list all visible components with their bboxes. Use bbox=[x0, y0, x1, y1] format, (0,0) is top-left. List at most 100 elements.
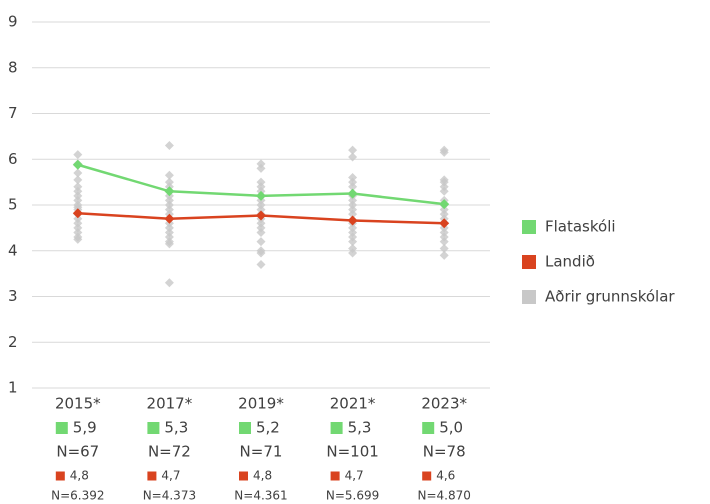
y-tick-label: 7 bbox=[8, 104, 18, 122]
scatter-point bbox=[348, 173, 358, 183]
x-tick-label: 2017* bbox=[147, 395, 193, 413]
value-swatch bbox=[422, 471, 432, 481]
y-tick-label: 1 bbox=[8, 379, 18, 397]
scatter-point bbox=[348, 145, 358, 155]
scatter-point bbox=[164, 227, 174, 237]
line-point bbox=[439, 199, 450, 210]
scatter-point bbox=[73, 168, 83, 178]
scatter-point bbox=[439, 243, 449, 253]
scatter-point bbox=[256, 177, 266, 187]
n-label: N=6.392 bbox=[51, 489, 104, 503]
legend-label: Aðrir grunnskólar bbox=[545, 288, 675, 306]
value-label: 4,8 bbox=[253, 469, 272, 483]
line-point bbox=[347, 215, 358, 226]
y-tick-label: 8 bbox=[8, 58, 18, 76]
y-tick-label: 4 bbox=[8, 241, 18, 259]
scatter-point bbox=[73, 195, 83, 205]
n-label: N=72 bbox=[148, 443, 191, 461]
scatter-point bbox=[348, 209, 358, 219]
scatter-point bbox=[439, 147, 449, 157]
n-label: N=67 bbox=[56, 443, 99, 461]
value-swatch bbox=[55, 471, 65, 481]
x-tick-label: 2021* bbox=[330, 395, 376, 413]
value-swatch bbox=[147, 471, 157, 481]
x-tick-label: 2019* bbox=[238, 395, 284, 413]
line-point bbox=[72, 208, 83, 219]
scatter-point bbox=[73, 175, 83, 185]
n-label: N=78 bbox=[423, 443, 466, 461]
scatter-point bbox=[164, 205, 174, 215]
scatter-point bbox=[164, 200, 174, 210]
scatter-point bbox=[164, 170, 174, 180]
legend-swatch bbox=[522, 255, 536, 269]
x-tick-label: 2015* bbox=[55, 395, 101, 413]
scatter-point bbox=[348, 195, 358, 205]
scatter-point bbox=[164, 239, 174, 249]
scatter-point bbox=[439, 177, 449, 187]
value-label: 5,3 bbox=[164, 419, 188, 437]
scatter-point bbox=[256, 248, 266, 258]
legend-swatch bbox=[522, 290, 536, 304]
value-swatch bbox=[239, 471, 248, 481]
legend-label: Flataskóli bbox=[545, 218, 616, 236]
n-label: N=4.361 bbox=[234, 489, 287, 503]
line-point bbox=[256, 210, 266, 221]
scatter-point bbox=[256, 218, 266, 228]
scatter-point bbox=[73, 182, 83, 192]
y-tick-label: 5 bbox=[8, 196, 18, 214]
scatter-point bbox=[348, 205, 358, 215]
line-point bbox=[164, 213, 175, 224]
scatter-point bbox=[348, 232, 358, 242]
scatter-point bbox=[73, 150, 83, 160]
scatter-point bbox=[348, 243, 358, 253]
scatter-point bbox=[164, 177, 174, 187]
value-swatch bbox=[330, 422, 343, 434]
y-tick-label: 3 bbox=[8, 287, 18, 305]
value-label: 4,8 bbox=[70, 469, 89, 483]
scatter-point bbox=[164, 232, 174, 242]
scatter-point bbox=[348, 200, 358, 210]
legend-swatch bbox=[522, 220, 536, 234]
scatter-point bbox=[256, 223, 266, 233]
value-swatch bbox=[55, 422, 68, 434]
scatter-point bbox=[256, 159, 266, 169]
line-point bbox=[347, 188, 358, 199]
line-point bbox=[256, 190, 266, 201]
value-swatch bbox=[239, 422, 251, 434]
scatter-point bbox=[348, 152, 358, 162]
scatter-point bbox=[164, 278, 174, 288]
scatter-point bbox=[73, 186, 83, 196]
scatter-point bbox=[256, 237, 266, 247]
value-label: 4,7 bbox=[161, 469, 180, 483]
line-point bbox=[72, 159, 83, 170]
y-tick-label: 6 bbox=[8, 150, 18, 168]
scatter-point bbox=[256, 182, 266, 192]
scatter-point bbox=[348, 248, 358, 258]
scatter-point bbox=[348, 182, 358, 192]
scatter-point bbox=[439, 209, 449, 219]
scatter-point bbox=[73, 191, 83, 201]
scatter-point bbox=[439, 227, 449, 237]
scatter-point bbox=[73, 214, 83, 224]
scatter-point bbox=[73, 218, 83, 228]
scatter-point bbox=[73, 234, 83, 244]
line-point bbox=[439, 218, 450, 229]
scatter-point bbox=[439, 205, 449, 215]
scatter-point bbox=[256, 163, 266, 173]
scatter-point bbox=[164, 141, 174, 151]
value-label: 4,7 bbox=[345, 469, 364, 483]
value-label: 5,3 bbox=[348, 419, 372, 437]
value-label: 5,0 bbox=[439, 419, 463, 437]
legend-label: Landið bbox=[545, 253, 595, 271]
n-label: N=4.373 bbox=[143, 489, 196, 503]
scatter-point bbox=[164, 223, 174, 233]
scatter-point bbox=[256, 227, 266, 237]
value-label: 5,2 bbox=[256, 419, 280, 437]
value-swatch bbox=[422, 422, 435, 434]
value-swatch bbox=[147, 422, 160, 434]
scatter-point bbox=[256, 200, 266, 210]
scatter-point bbox=[439, 182, 449, 192]
y-tick-label: 9 bbox=[8, 13, 18, 31]
value-swatch bbox=[330, 471, 340, 481]
